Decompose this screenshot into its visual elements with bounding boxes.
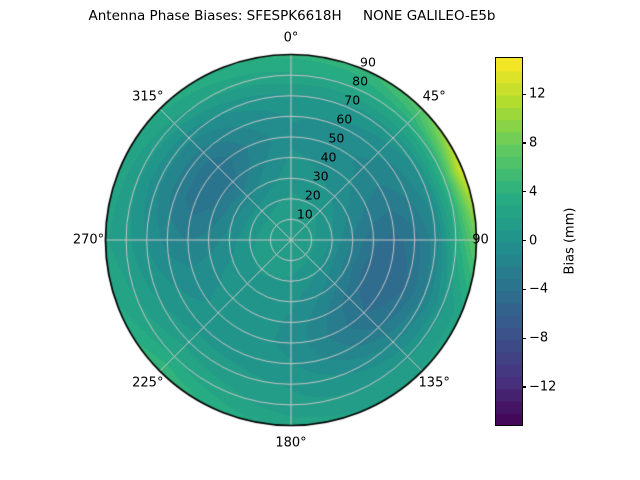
colorbar-tick-label-0: 0 [529, 233, 538, 248]
colorbar-tick-label--12: −12 [529, 379, 557, 395]
colorbar-tick-mark [522, 240, 526, 242]
theta-tick-label-0: 0° [283, 30, 299, 45]
colorbar-tick-mark [522, 386, 526, 388]
colorbar-tick-label-8: 8 [529, 135, 538, 151]
r-tick-label-90: 90 [360, 54, 376, 70]
r-tick-label-60: 60 [336, 111, 353, 127]
theta-tick-label-90: 90 [472, 232, 489, 248]
colorbar-axis-label: Bias (mm) [562, 207, 578, 275]
theta-tick-label-135: 135° [418, 375, 450, 391]
theta-tick-label-225: 225° [132, 375, 164, 391]
colorbar-tick-label--8: −8 [529, 330, 549, 346]
colorbar-tick-mark [522, 142, 526, 144]
colorbar [495, 57, 523, 426]
theta-tick-label-315: 315° [132, 89, 164, 105]
r-tick-label-10: 10 [296, 206, 313, 222]
r-tick-label-30: 30 [312, 168, 329, 184]
polar-heatmap [104, 53, 478, 427]
theta-tick-label-270: 270° [72, 232, 105, 248]
r-tick-label-40: 40 [320, 149, 337, 165]
r-tick-label-70: 70 [344, 92, 361, 108]
colorbar-tick-mark [522, 337, 526, 339]
theta-tick-label-180: 180° [275, 435, 307, 450]
colorbar-tick-mark [522, 191, 526, 193]
colorbar-tick-mark [522, 288, 526, 290]
colorbar-tick-label--4: −4 [529, 281, 549, 297]
chart-title: Antenna Phase Biases: SFESPK6618H NONE G… [88, 8, 496, 24]
colorbar-tick-label-4: 4 [529, 184, 538, 200]
colorbar-tick-label-12: 12 [529, 86, 546, 102]
theta-tick-label-45: 45° [422, 89, 446, 105]
r-tick-label-20: 20 [304, 187, 321, 203]
r-tick-label-50: 50 [328, 130, 345, 146]
r-tick-label-80: 80 [352, 73, 369, 89]
colorbar-tick-mark [522, 93, 526, 95]
